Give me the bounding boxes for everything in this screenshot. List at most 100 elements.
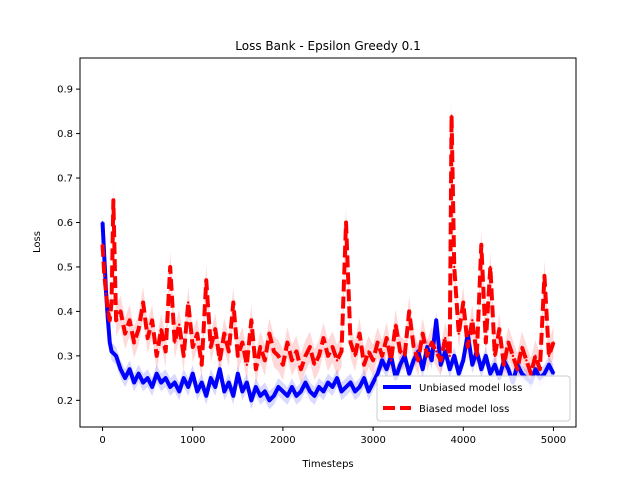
data-point-0-35 <box>245 381 249 384</box>
data-point-1-4 <box>108 319 111 322</box>
data-point-0-1 <box>103 256 106 260</box>
data-point-0-65 <box>380 359 384 362</box>
data-point-0-59 <box>353 390 357 393</box>
data-point-1-100 <box>529 372 533 375</box>
data-point-0-47 <box>299 390 303 393</box>
data-point-0-20 <box>178 390 181 393</box>
data-point-0-42 <box>277 385 280 389</box>
data-point-0-46 <box>295 394 298 398</box>
data-point-1-79 <box>439 359 442 362</box>
data-point-0-5 <box>110 350 113 353</box>
legend-label-1: Biased model loss <box>419 404 509 415</box>
data-point-1-83 <box>453 265 456 269</box>
data-point-1-10 <box>128 319 131 322</box>
data-point-1-33 <box>232 301 235 304</box>
data-point-0-38 <box>259 394 262 398</box>
data-point-1-81 <box>448 354 451 358</box>
data-point-0-18 <box>168 385 172 389</box>
data-point-1-27 <box>205 279 208 282</box>
data-point-1-73 <box>412 345 415 349</box>
data-point-0-80 <box>448 368 451 371</box>
data-point-0-36 <box>250 399 253 402</box>
data-point-0-10 <box>132 381 136 384</box>
data-point-0-99 <box>534 368 537 371</box>
y-axis-label: Loss <box>32 231 43 253</box>
data-point-1-28 <box>209 345 212 349</box>
data-point-0-30 <box>223 390 226 393</box>
series-line-1 <box>100 113 556 376</box>
data-point-0-72 <box>412 359 415 362</box>
data-point-0-27 <box>209 376 212 380</box>
data-point-0-39 <box>263 390 267 393</box>
y-tick-label-0: 0.2 <box>57 396 73 407</box>
data-point-1-52 <box>317 354 321 358</box>
data-point-1-72 <box>407 310 411 313</box>
data-point-1-56 <box>335 359 339 362</box>
data-point-1-102 <box>538 368 542 371</box>
data-point-0-88 <box>484 354 488 358</box>
data-point-1-57 <box>340 350 343 353</box>
data-point-1-11 <box>132 341 136 344</box>
data-point-1-50 <box>308 345 312 349</box>
data-point-1-6 <box>112 199 115 202</box>
data-point-0-55 <box>335 376 339 380</box>
data-point-1-49 <box>304 354 307 358</box>
data-point-0-45 <box>290 385 294 389</box>
data-point-0-34 <box>241 390 244 393</box>
data-point-1-31 <box>223 332 226 335</box>
data-point-0-32 <box>232 394 235 398</box>
data-point-0-43 <box>281 390 285 393</box>
data-point-1-97 <box>516 368 519 371</box>
data-point-0-9 <box>128 368 131 371</box>
data-point-1-30 <box>218 359 221 362</box>
data-point-0-51 <box>317 385 321 389</box>
data-point-0-56 <box>340 390 343 393</box>
data-point-1-51 <box>313 363 316 366</box>
data-point-0-12 <box>141 381 145 384</box>
data-point-1-19 <box>168 265 172 269</box>
data-point-1-61 <box>358 332 361 335</box>
x-tick-label-3: 3000 <box>360 435 385 446</box>
data-point-1-74 <box>416 359 420 362</box>
data-point-0-102 <box>547 363 551 366</box>
data-point-1-26 <box>200 363 203 366</box>
data-point-0-74 <box>421 368 424 371</box>
data-point-1-90 <box>484 341 488 344</box>
data-point-0-60 <box>358 385 361 389</box>
data-point-1-88 <box>475 354 478 358</box>
data-point-0-25 <box>200 381 203 384</box>
data-point-1-40 <box>263 359 267 362</box>
data-point-1-94 <box>502 363 506 366</box>
data-point-1-71 <box>403 354 406 358</box>
y-tick-label-2: 0.4 <box>57 307 73 318</box>
data-point-0-52 <box>322 390 325 393</box>
x-tick-label-2: 2000 <box>270 435 295 446</box>
data-point-1-59 <box>349 341 352 344</box>
data-point-0-48 <box>304 381 307 384</box>
data-point-1-53 <box>322 336 325 340</box>
data-point-1-64 <box>371 359 375 362</box>
data-point-1-20 <box>173 341 176 344</box>
data-point-1-75 <box>421 332 424 335</box>
y-tick-label-7: 0.9 <box>57 85 73 96</box>
data-point-1-24 <box>191 345 194 349</box>
data-point-0-66 <box>385 368 388 371</box>
data-point-1-7 <box>114 319 118 322</box>
data-point-1-84 <box>457 332 460 335</box>
data-point-0-31 <box>227 381 230 384</box>
data-point-1-0 <box>101 243 104 246</box>
x-axis-label: Timesteps <box>301 459 353 470</box>
data-point-1-87 <box>471 319 474 322</box>
data-point-0-6 <box>114 354 118 358</box>
data-point-0-44 <box>286 394 289 398</box>
data-point-1-16 <box>155 354 158 358</box>
data-point-0-75 <box>426 345 429 349</box>
data-point-0-8 <box>123 376 127 380</box>
data-point-1-68 <box>389 359 393 362</box>
data-point-1-41 <box>268 332 271 335</box>
data-point-1-104 <box>547 354 551 358</box>
plot-frame <box>79 57 577 428</box>
data-point-0-64 <box>376 372 379 375</box>
data-point-1-12 <box>137 327 140 331</box>
data-point-0-15 <box>155 372 158 375</box>
